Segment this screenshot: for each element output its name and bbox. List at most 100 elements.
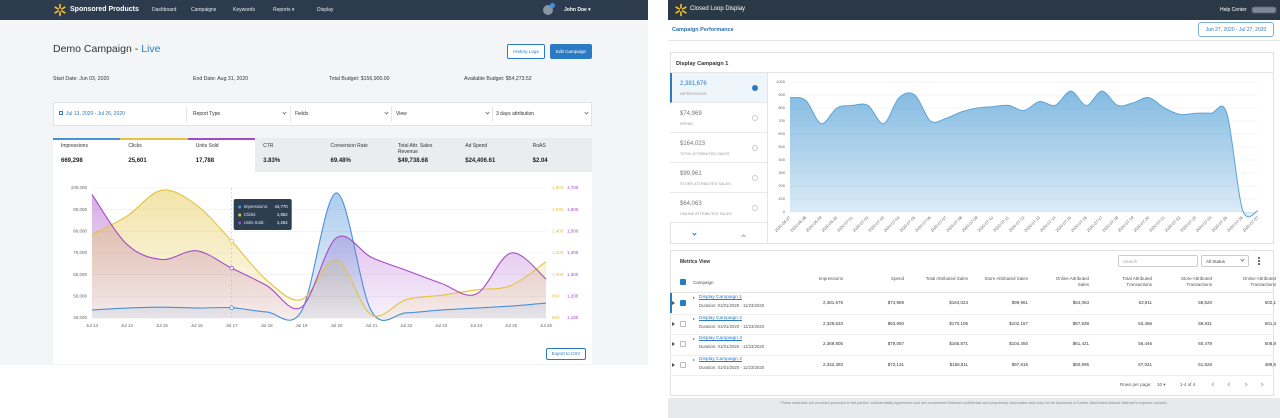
calendar-icon (59, 111, 63, 115)
y-tick-label: 600 (778, 131, 785, 136)
line (91, 192, 547, 321)
status-filter[interactable]: All Status (1201, 255, 1249, 267)
x-tick-label: Jul 24 (470, 323, 483, 328)
table-cell: $72,131 (887, 361, 904, 367)
campaign-link[interactable]: Display Campaign 3 (699, 336, 742, 342)
table-cell: $64,063 (1072, 300, 1089, 305)
export-button[interactable]: Export to CSV (546, 348, 586, 360)
metric-label: RoAS (532, 143, 546, 149)
metric-tab[interactable] (389, 138, 458, 172)
column-header: Impressions (818, 276, 843, 281)
campaign-link[interactable]: Display Campaign 2 (699, 315, 742, 321)
metric-tab[interactable] (322, 138, 390, 172)
table-cell: $79,067 (887, 341, 904, 347)
card-title: Display Campaign 1 (676, 61, 729, 67)
metric-tab[interactable] (524, 138, 592, 172)
footer (668, 398, 1280, 418)
filter-item[interactable]: 3 days attribution (496, 111, 535, 117)
duration: Duration: 01/01/2020 - 11/23/2020 (699, 344, 765, 350)
y-tick-label: 500 (778, 144, 785, 149)
checkbox[interactable] (680, 320, 686, 327)
badge (550, 3, 555, 8)
table-cell: $74,969 (887, 300, 904, 305)
legend-dot (238, 205, 242, 209)
kpi-row[interactable] (670, 163, 767, 193)
filter-item[interactable]: Fields (295, 111, 309, 117)
divider (767, 73, 768, 244)
x-tick-label: Jul 20 (330, 323, 343, 328)
checkbox[interactable] (680, 300, 686, 306)
line (91, 189, 547, 317)
kpi-label: TOTAL ATTRIBUTED SALES (680, 152, 730, 156)
metric-label: Ad Spend (465, 143, 488, 149)
brand: Closed Loop Display (690, 6, 746, 12)
y-tick-label: 1,600 (567, 207, 579, 212)
radio (752, 145, 758, 151)
metric-tab[interactable] (187, 138, 256, 172)
area-fill (790, 91, 1258, 217)
table-cell: $97,816 (1011, 361, 1028, 367)
expand-icon (693, 317, 695, 320)
menu-dot (1258, 260, 1260, 262)
rows-select[interactable]: 10 ▾ (1157, 382, 1166, 387)
metric-tab[interactable] (457, 138, 525, 172)
metric-value: 669,298 (61, 158, 83, 164)
metric-tab[interactable] (255, 138, 323, 172)
expand-icon[interactable] (672, 321, 675, 326)
checkbox[interactable] (680, 361, 686, 368)
table-cell: $60,995 (1072, 361, 1089, 367)
metric-value: $2.04 (532, 158, 548, 164)
filter-item[interactable]: Report Type (193, 111, 221, 117)
table-cell: 58,520 (1198, 300, 1212, 305)
tooltip-value: 44,770 (275, 204, 289, 209)
nav-item: Dashboard (152, 7, 177, 13)
x-tick-label: Jul 25 (505, 323, 518, 328)
checkbox (680, 279, 686, 285)
table-cell: 2,369,805 (822, 341, 843, 347)
expand-icon[interactable] (672, 362, 675, 367)
table-cell: 63,456 (1138, 320, 1152, 326)
logo (675, 3, 687, 17)
filter-item[interactable]: View (396, 111, 407, 117)
table-cell: $104,450 (1009, 341, 1028, 347)
expand-icon[interactable] (672, 301, 675, 305)
kpi-label: ONLINE ATTRIBUTED SALES (680, 212, 732, 216)
column-header: Total Attributed Sales (925, 276, 968, 281)
table-cell: 2,342,393 (822, 361, 843, 367)
campaign-link[interactable]: Display Campaign 1 (699, 295, 742, 300)
divider (670, 334, 1274, 336)
search-box[interactable]: Search (1118, 255, 1198, 267)
divider (670, 72, 1274, 73)
y-tick-label: 1,600 (552, 207, 564, 212)
y-tick-label: 80,000 (73, 229, 87, 234)
kpi-row[interactable] (670, 193, 767, 223)
table-cell: 501,4 (1264, 320, 1276, 326)
point (229, 305, 234, 310)
nav-item: Reports ▾ (273, 7, 295, 13)
kpi-row[interactable] (670, 103, 767, 133)
metric-tab[interactable] (53, 138, 121, 172)
campaign-link[interactable]: Display Campaign 4 (699, 356, 742, 362)
table-cell: 508,9 (1264, 341, 1276, 347)
divider (186, 106, 187, 122)
date-picker[interactable]: Jun 27, 2020 - Jul 27, 2020 (1198, 22, 1274, 37)
metric-tab[interactable] (120, 138, 188, 172)
x-tick-label: Jul 23 (435, 323, 448, 328)
y-tick-label: 1,800 (552, 185, 564, 190)
table-cell: $67,938 (1072, 320, 1089, 326)
kpi-row[interactable] (670, 133, 767, 163)
divider (670, 292, 1274, 293)
expand-icon[interactable] (672, 342, 675, 347)
info-item: Start Date: Jun 03, 2020 (53, 76, 110, 82)
logo (54, 3, 66, 17)
button[interactable]: History Logs (507, 44, 545, 59)
filter-item[interactable]: Jul 13, 2020 - Jul 26, 2020 (66, 111, 125, 117)
y-tick-label: 1,500 (567, 229, 579, 234)
table-cell: $158,811 (949, 361, 968, 367)
divider (668, 40, 1280, 41)
checkbox[interactable] (680, 341, 686, 348)
button[interactable]: Edit Campaign (550, 44, 592, 59)
kpi-row[interactable] (670, 73, 767, 103)
y-tick-label: 1,100 (567, 315, 579, 320)
x-tick-label: Jul 22 (400, 323, 413, 328)
